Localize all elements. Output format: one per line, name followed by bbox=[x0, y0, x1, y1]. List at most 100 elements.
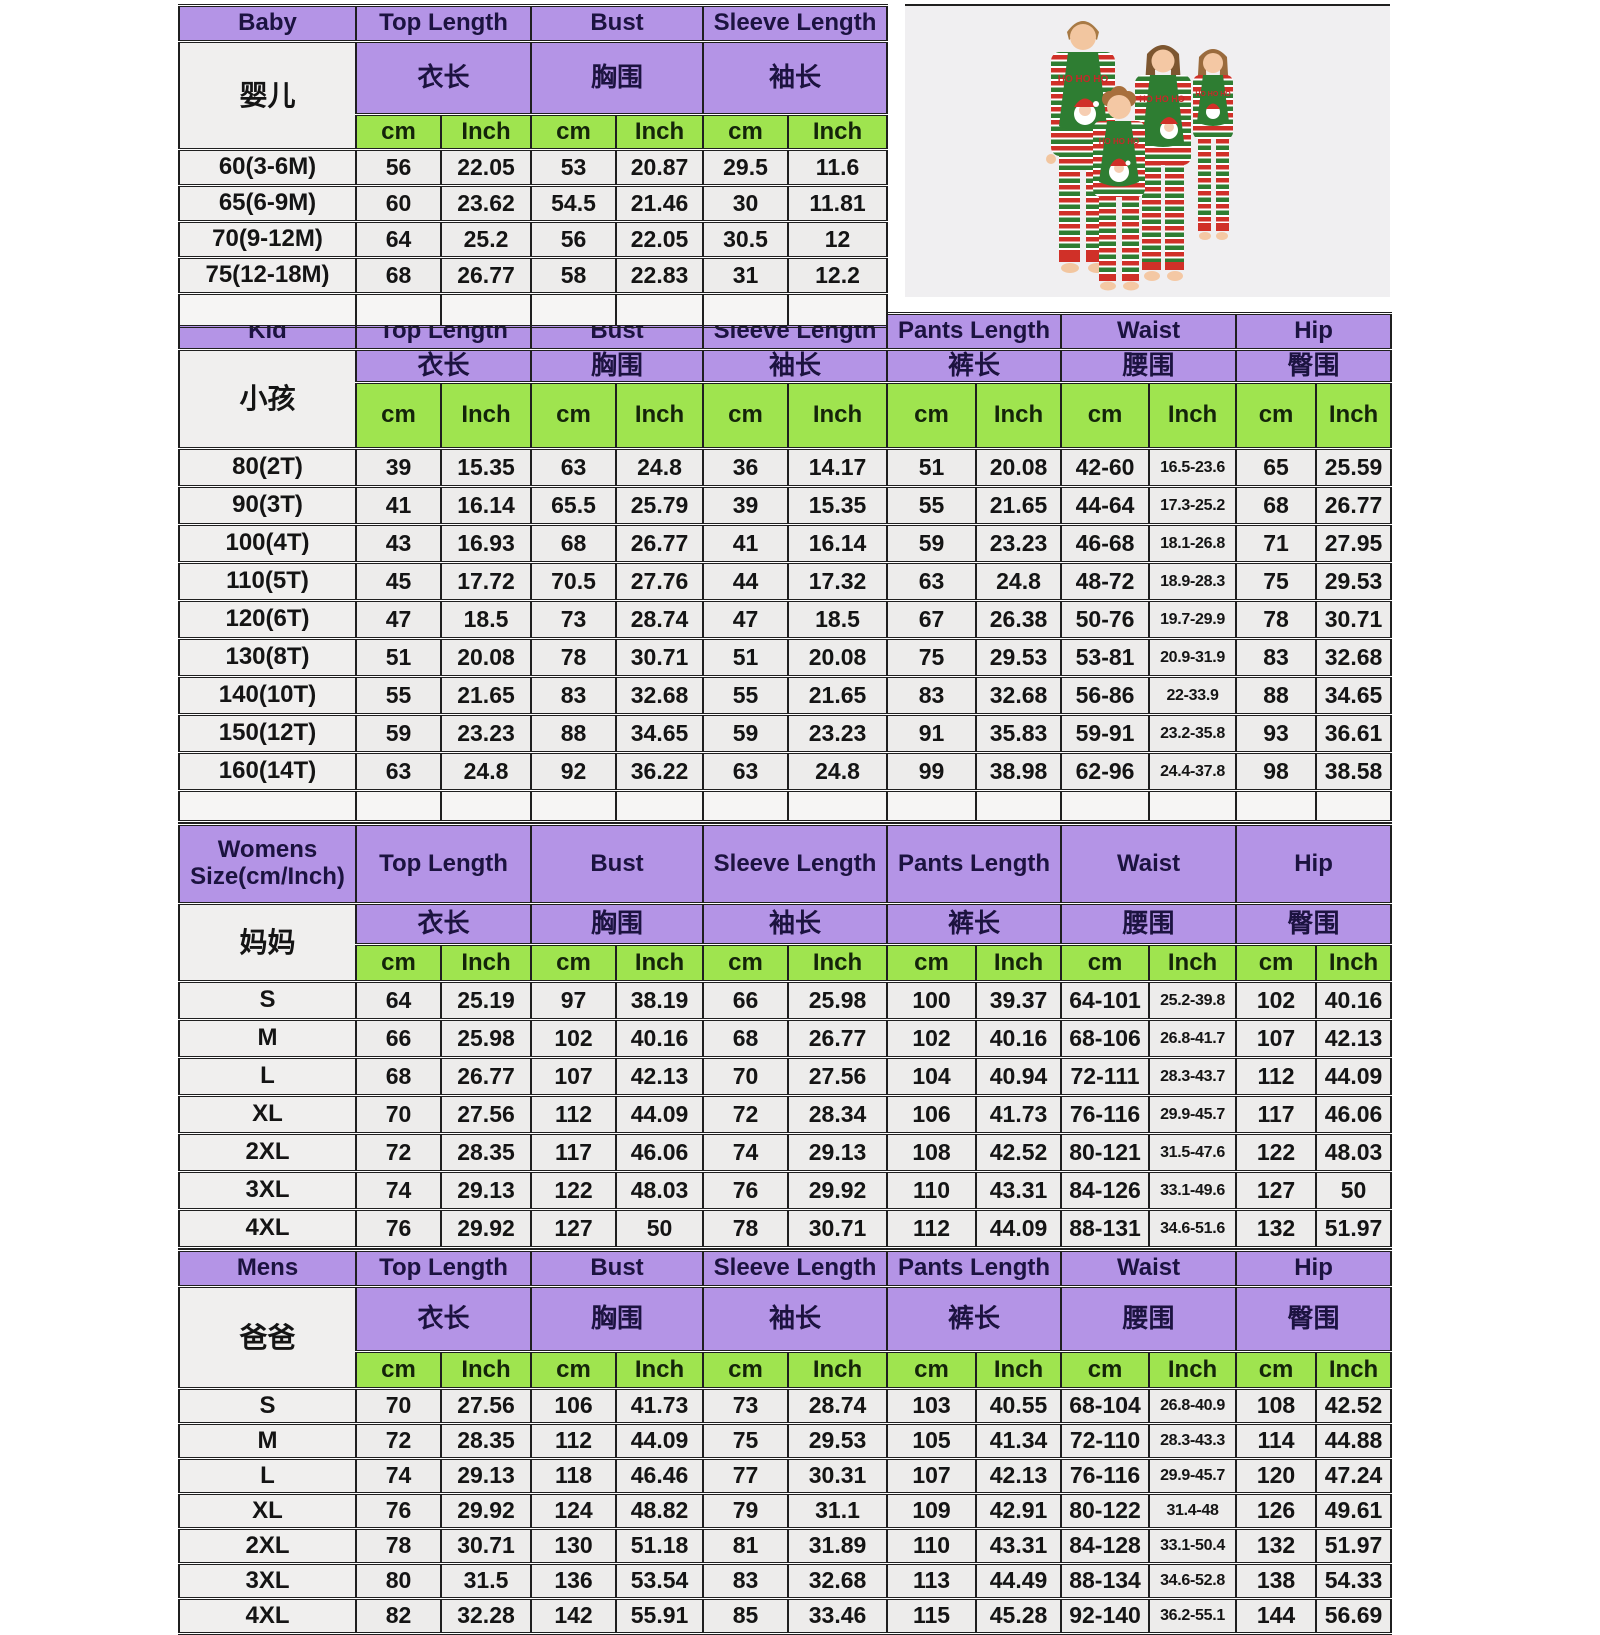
size-label-cell: 60(3-6M) bbox=[178, 148, 357, 187]
unit-inch-cell: Inch bbox=[439, 1350, 533, 1390]
empty-cell bbox=[530, 292, 618, 328]
size-row: 120(6T) 47 18.5 73 28.74 47 18.5 67 26.38 50-76 19… bbox=[178, 599, 1393, 640]
size-row: 140(10T) 55 21.65 83 32.68 55 21.65 83 32.68 56-8… bbox=[178, 675, 1393, 716]
size-row: S 64 25.19 97 38.19 66 25.98 100 39.37 64-101 25.2… bbox=[178, 980, 1393, 1021]
value-cell: 27.56 bbox=[439, 1387, 533, 1425]
value-cell: 76 bbox=[355, 1492, 442, 1530]
size-label-cell: 140(10T) bbox=[178, 675, 357, 716]
value-cell: 25.19 bbox=[439, 980, 533, 1021]
unit-inch-cell: Inch bbox=[615, 943, 705, 983]
value-cell: 48-72 bbox=[1060, 561, 1151, 602]
value-cell: 56 bbox=[355, 148, 442, 187]
value-cell: 72-111 bbox=[1060, 1056, 1151, 1097]
value-cell: 83 bbox=[530, 675, 618, 716]
value-cell: 44 bbox=[702, 561, 790, 602]
value-cell: 40.16 bbox=[1315, 980, 1393, 1021]
empty-cell bbox=[439, 789, 533, 823]
value-cell: 120 bbox=[1235, 1457, 1318, 1495]
value-cell: 25.59 bbox=[1315, 447, 1393, 488]
value-cell: 72-110 bbox=[1060, 1422, 1151, 1460]
value-cell: 34.65 bbox=[1315, 675, 1393, 716]
value-cell: 62-96 bbox=[1060, 751, 1151, 792]
value-cell: 144 bbox=[1235, 1597, 1318, 1635]
value-cell: 31.89 bbox=[787, 1527, 889, 1565]
value-cell: 78 bbox=[355, 1527, 442, 1565]
ho-ho-ho-text: HO HO HO bbox=[1058, 74, 1109, 85]
value-cell: 21.65 bbox=[787, 675, 889, 716]
value-cell: 27.56 bbox=[787, 1056, 889, 1097]
value-cell: 68-106 bbox=[1060, 1018, 1151, 1059]
value-cell: 36 bbox=[702, 447, 790, 488]
column-group-header: Waist bbox=[1060, 312, 1238, 351]
value-cell: 54.33 bbox=[1315, 1562, 1393, 1600]
ho-ho-ho-text: HO HO HO bbox=[1099, 137, 1139, 146]
value-cell: 46.06 bbox=[1315, 1094, 1393, 1135]
value-cell: 28.3-43.7 bbox=[1148, 1056, 1238, 1097]
value-cell: 22.05 bbox=[615, 220, 705, 259]
value-cell: 44.09 bbox=[1315, 1056, 1393, 1097]
value-cell: 29.13 bbox=[787, 1132, 889, 1173]
empty-row bbox=[178, 292, 889, 328]
value-cell: 20.87 bbox=[615, 148, 705, 187]
mens-size-table: Mens Top Length Bust Sleeve Length Pants Len… bbox=[178, 1249, 1393, 1635]
value-cell: 25.2-39.8 bbox=[1148, 980, 1238, 1021]
value-cell: 51 bbox=[702, 637, 790, 678]
value-cell: 17.3-25.2 bbox=[1148, 485, 1238, 526]
size-label-cell: S bbox=[178, 980, 357, 1021]
value-cell: 83 bbox=[1235, 637, 1318, 678]
empty-cell bbox=[355, 789, 442, 823]
value-cell: 26.77 bbox=[439, 1056, 533, 1097]
value-cell: 18.5 bbox=[439, 599, 533, 640]
value-cell: 43.31 bbox=[975, 1527, 1063, 1565]
size-row: M 72 28.35 112 44.09 75 29.53 105 41.34 72-110 28.… bbox=[178, 1422, 1393, 1460]
value-cell: 66 bbox=[355, 1018, 442, 1059]
value-cell: 28.35 bbox=[439, 1132, 533, 1173]
size-label-cell: 3XL bbox=[178, 1170, 357, 1211]
value-cell: 47 bbox=[702, 599, 790, 640]
value-cell: 107 bbox=[530, 1056, 618, 1097]
value-cell: 108 bbox=[886, 1132, 978, 1173]
value-cell: 16.14 bbox=[439, 485, 533, 526]
size-label-cell: 80(2T) bbox=[178, 447, 357, 488]
unit-inch-cell: Inch bbox=[1148, 1350, 1238, 1390]
empty-cell bbox=[1235, 789, 1318, 823]
baby-section: Baby Top Length Bust Sleeve Length 婴儿 衣长 胸围 袖长 c… bbox=[178, 4, 1390, 328]
value-cell: 81 bbox=[702, 1527, 790, 1565]
value-cell: 28.34 bbox=[787, 1094, 889, 1135]
value-cell: 59-91 bbox=[1060, 713, 1151, 754]
unit-cm-cell: cm bbox=[530, 1350, 618, 1390]
unit-cm-cell: cm bbox=[530, 113, 618, 151]
unit-cm-cell: cm bbox=[702, 381, 790, 450]
unit-cm-cell: cm bbox=[1235, 381, 1318, 450]
value-cell: 22-33.9 bbox=[1148, 675, 1238, 716]
column-group-header-cjk: 裤长 bbox=[886, 348, 1063, 384]
value-cell: 51.97 bbox=[1315, 1527, 1393, 1565]
column-group-header-cjk: 臀围 bbox=[1235, 902, 1393, 946]
value-cell: 11.81 bbox=[787, 184, 889, 223]
value-cell: 50-76 bbox=[1060, 599, 1151, 640]
value-cell: 32.68 bbox=[1315, 637, 1393, 678]
value-cell: 28.3-43.3 bbox=[1148, 1422, 1238, 1460]
size-label-cell: XL bbox=[178, 1492, 357, 1530]
value-cell: 122 bbox=[1235, 1132, 1318, 1173]
value-cell: 25.98 bbox=[787, 980, 889, 1021]
value-cell: 59 bbox=[886, 523, 978, 564]
unit-inch-cell: Inch bbox=[615, 113, 705, 151]
value-cell: 23.23 bbox=[439, 713, 533, 754]
value-cell: 50 bbox=[1315, 1170, 1393, 1211]
unit-inch-cell: Inch bbox=[615, 381, 705, 450]
value-cell: 28.74 bbox=[787, 1387, 889, 1425]
value-cell: 100 bbox=[886, 980, 978, 1021]
value-cell: 78 bbox=[702, 1208, 790, 1249]
size-label-cell: S bbox=[178, 1387, 357, 1425]
value-cell: 47.24 bbox=[1315, 1457, 1393, 1495]
value-cell: 30.71 bbox=[615, 637, 705, 678]
size-label-cell: 110(5T) bbox=[178, 561, 357, 602]
value-cell: 107 bbox=[886, 1457, 978, 1495]
unit-inch-cell: Inch bbox=[1315, 381, 1393, 450]
value-cell: 63 bbox=[886, 561, 978, 602]
value-cell: 31.5 bbox=[439, 1562, 533, 1600]
value-cell: 112 bbox=[530, 1422, 618, 1460]
size-row: 2XL 72 28.35 117 46.06 74 29.13 108 42.52 80-121 3… bbox=[178, 1132, 1393, 1173]
value-cell: 124 bbox=[530, 1492, 618, 1530]
